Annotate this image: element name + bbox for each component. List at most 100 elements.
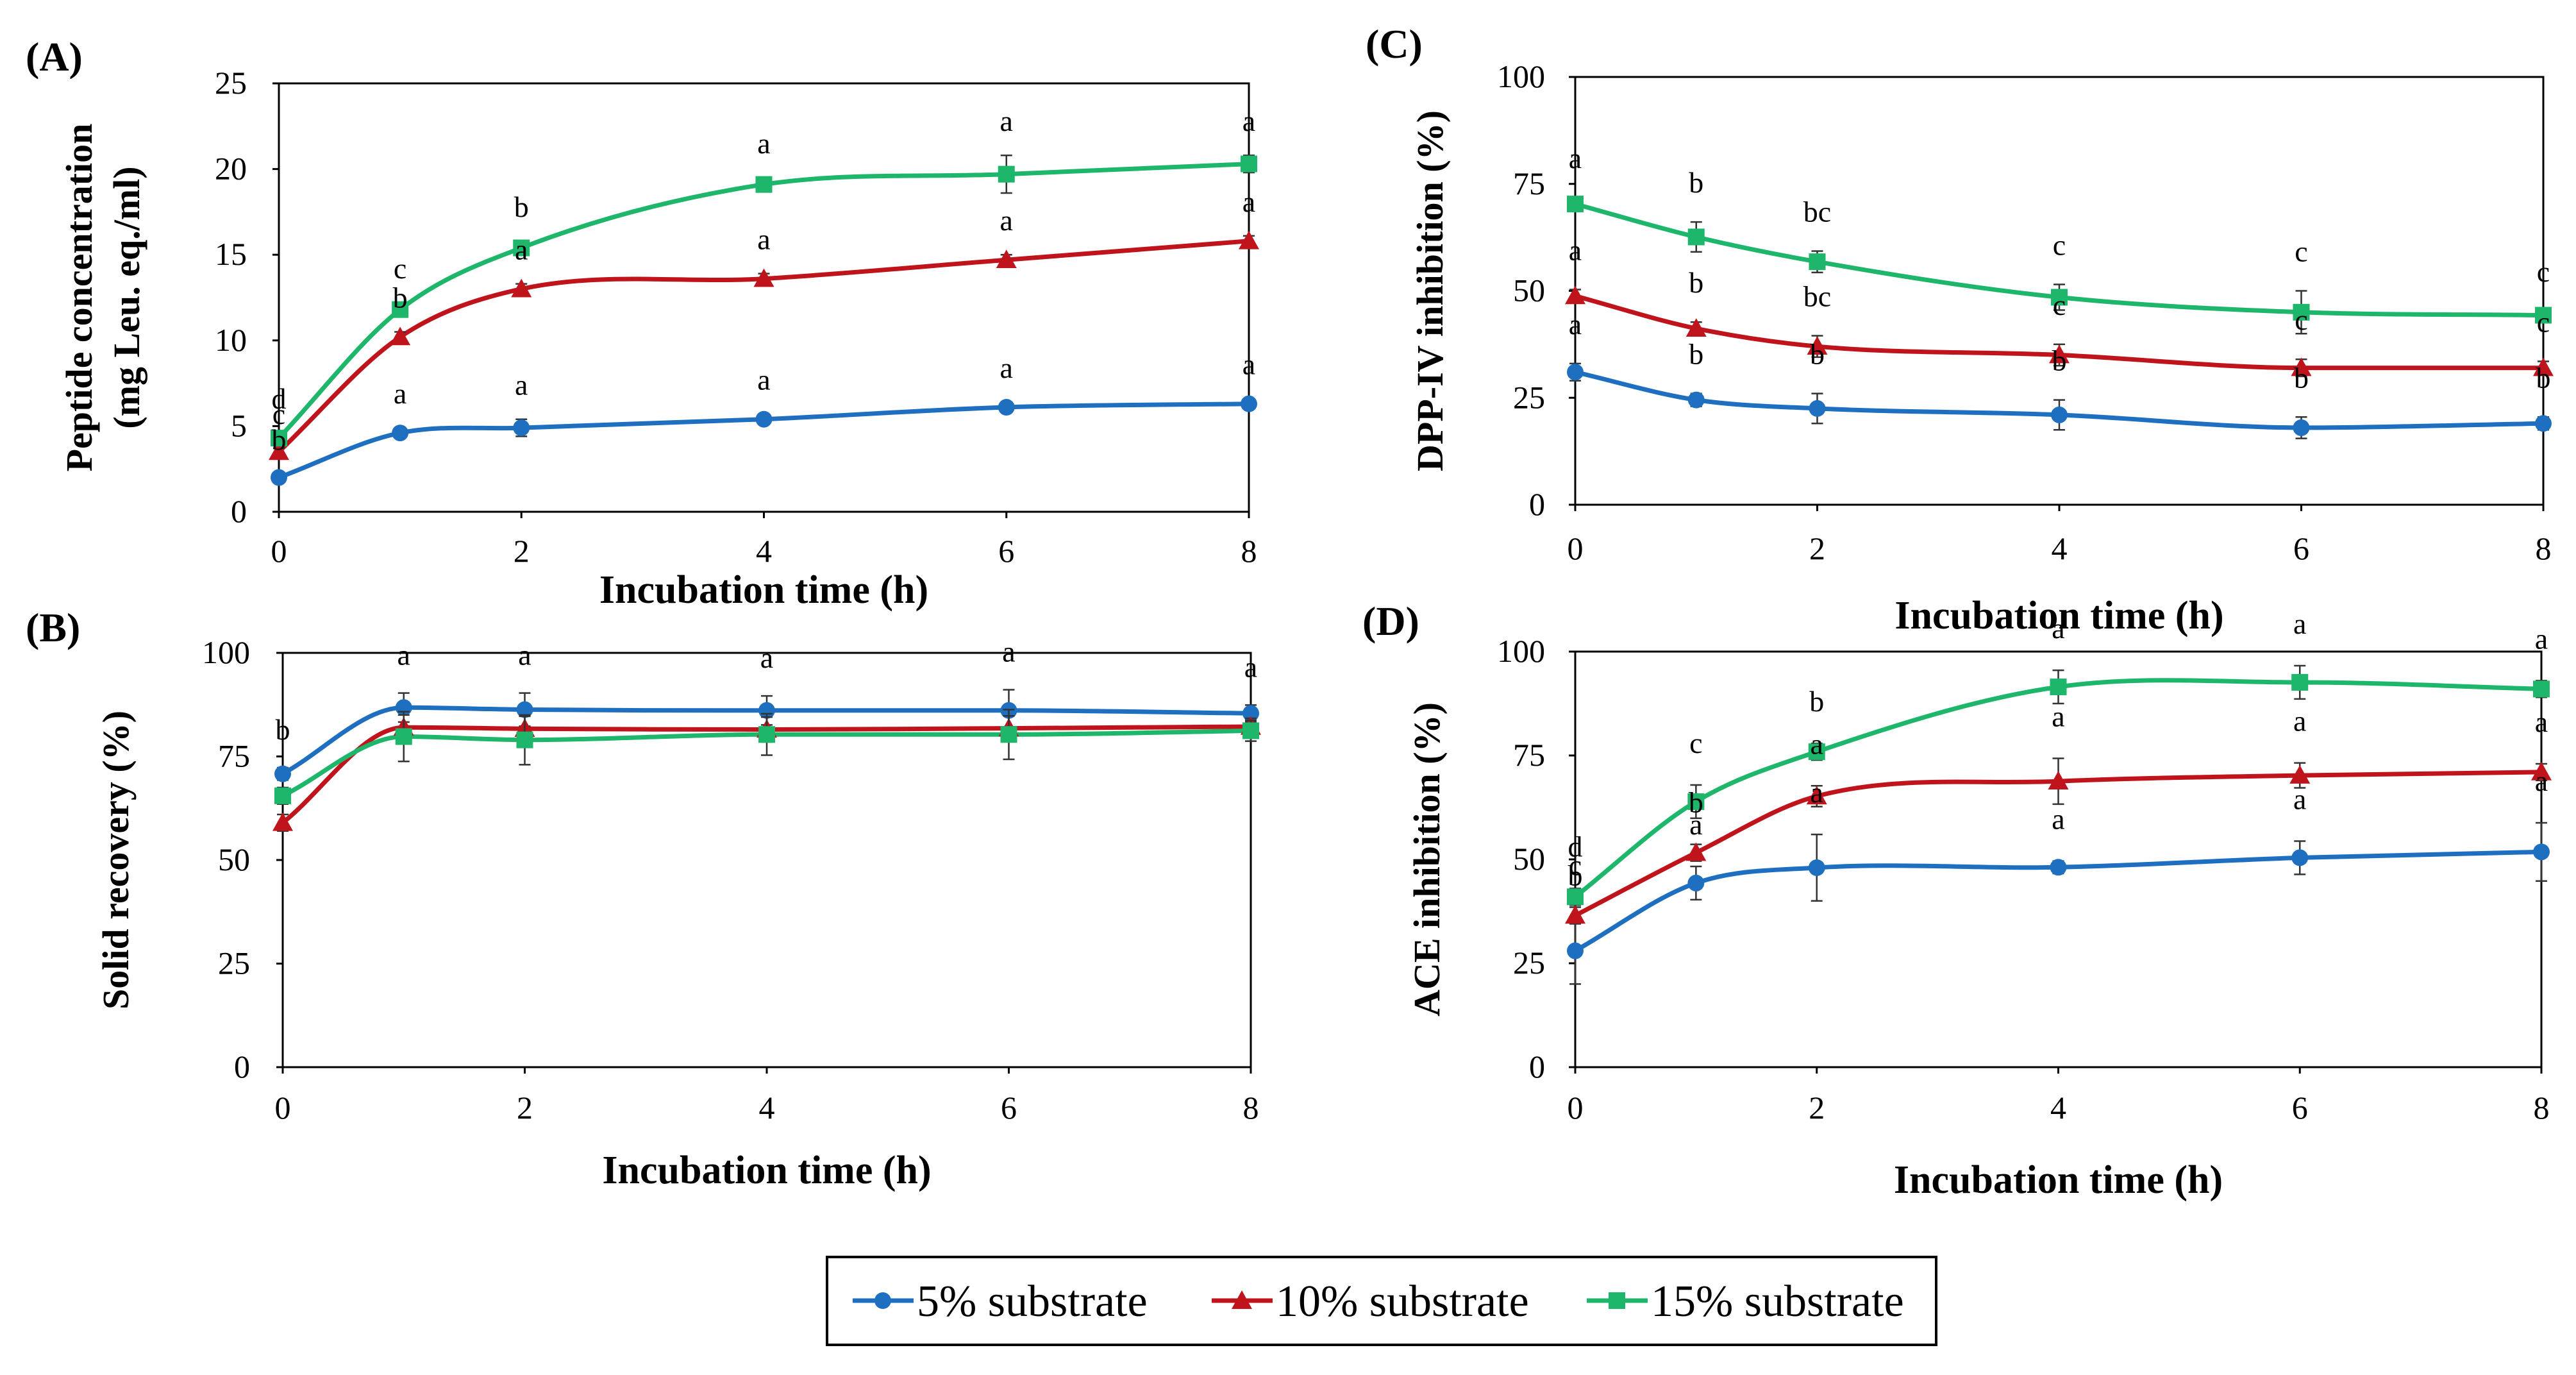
significance-label: b	[1809, 685, 1824, 718]
significance-label: a	[2052, 612, 2064, 645]
legend-item: 5% substrate	[853, 1277, 1148, 1326]
y-tick-label: 50	[1513, 841, 1545, 877]
data-point	[516, 701, 533, 718]
significance-label: bc	[1803, 280, 1831, 313]
x-tick-label: 4	[759, 1090, 775, 1126]
chart-panel: (C) 0 25 50 75 100 0 2 4 6 8 Incubation time (h) DPP…	[1366, 21, 2554, 637]
x-tick-label: 4	[2050, 1090, 2066, 1126]
data-point	[2291, 357, 2312, 376]
significance-label: b	[2052, 344, 2067, 377]
data-point	[392, 425, 409, 442]
data-point	[1809, 400, 1826, 417]
data-point	[2289, 765, 2311, 784]
x-tick-label: 2	[514, 533, 530, 569]
x-tick-label: 0	[275, 1090, 291, 1126]
y-tick-label: 25	[215, 65, 247, 101]
data-point	[2531, 761, 2552, 780]
significance-label: a	[1000, 204, 1013, 237]
data-point	[511, 278, 532, 298]
legend-marker	[1609, 1292, 1625, 1309]
significance-label: a	[1569, 142, 1582, 174]
data-point	[1808, 743, 1825, 761]
chart-panel: (D) 0 25 50 75 100 0 2 4 6 8 Incubation time (h) ACE…	[1362, 598, 2552, 1202]
panel-letter: (B)	[26, 605, 80, 650]
x-tick-label: 6	[2293, 530, 2309, 566]
legend-item: 10% substrate	[1212, 1277, 1529, 1326]
chart-panel: (B) 0 25 50 75 100 0 2 4 6 8 Incubation time (h) Sol…	[26, 605, 1261, 1192]
y-tick-label: 100	[1497, 58, 1545, 94]
significance-label: a	[757, 364, 770, 396]
significance-label: a	[2535, 764, 2548, 797]
x-tick-label: 2	[1809, 1090, 1825, 1126]
y-tick-label: 0	[1529, 1049, 1545, 1084]
y-tick-label: 20	[215, 151, 247, 187]
x-tick-label: 4	[2052, 530, 2068, 566]
series-line	[279, 162, 1249, 440]
data-point	[2050, 679, 2067, 696]
legend-label: 10% substrate	[1276, 1277, 1529, 1326]
significance-label: a	[2052, 803, 2064, 836]
significance-label: a	[2535, 622, 2548, 655]
y-tick-label: 10	[215, 322, 247, 358]
significance-label: a	[394, 377, 406, 410]
data-point	[2293, 419, 2310, 436]
significance-label: b	[514, 190, 529, 223]
significance-label: b	[1568, 859, 1583, 892]
data-point	[2048, 771, 2069, 789]
x-tick-label: 6	[2292, 1090, 2308, 1126]
significance-label: a	[1242, 348, 1255, 381]
data-point	[272, 812, 293, 831]
panel-letter: (D)	[1362, 598, 1419, 644]
y-tick-label: 100	[1497, 633, 1545, 669]
x-axis-label: Incubation time (h)	[599, 568, 928, 612]
data-point	[1567, 364, 1584, 381]
significance-label: a	[757, 223, 770, 256]
x-tick-label: 8	[1241, 533, 1257, 569]
data-point	[1806, 786, 1827, 805]
x-axis-label: Incubation time (h)	[1894, 1158, 2223, 1202]
x-axis-label: Incubation time (h)	[1894, 594, 2223, 637]
legend-marker	[1232, 1290, 1252, 1309]
data-point	[395, 728, 412, 745]
data-point	[271, 469, 287, 486]
data-point	[758, 702, 775, 719]
data-point	[755, 410, 773, 428]
data-point	[1567, 888, 1584, 906]
significance-label: a	[1569, 233, 1582, 266]
significance-label: a	[1811, 776, 1823, 809]
significance-label: b	[1689, 166, 1703, 199]
data-point	[2291, 849, 2309, 866]
significance-label: a	[515, 369, 528, 401]
data-point	[2049, 344, 2070, 364]
panel-letter: (C)	[1366, 21, 1423, 67]
x-axis-label: Incubation time (h)	[602, 1149, 931, 1192]
legend-marker	[874, 1292, 891, 1309]
significance-label: a	[1242, 105, 1255, 137]
y-tick-label: 5	[231, 407, 247, 443]
panel-letter: (A)	[26, 34, 83, 80]
x-tick-label: 2	[517, 1090, 533, 1126]
significance-label: a	[1569, 308, 1582, 341]
significance-label: b	[276, 713, 290, 746]
y-tick-label: 0	[1529, 486, 1545, 522]
data-point	[2293, 303, 2310, 321]
y-axis-label: Peptide concentration	[58, 124, 100, 472]
x-tick-label: 2	[1809, 530, 1825, 566]
data-point	[1567, 196, 1584, 213]
significance-label: a	[1000, 105, 1013, 137]
data-point	[271, 430, 287, 447]
significance-label: c	[2053, 228, 2066, 261]
legend-label: 5% substrate	[917, 1277, 1148, 1326]
significance-label: c	[2295, 303, 2307, 336]
data-point	[1687, 391, 1705, 409]
data-point	[392, 301, 409, 318]
significance-label: a	[518, 639, 531, 671]
data-point	[1242, 722, 1259, 739]
y-tick-label: 50	[1513, 273, 1545, 308]
x-tick-label: 6	[998, 533, 1014, 569]
data-point	[513, 419, 530, 437]
significance-label: a	[2535, 705, 2548, 738]
significance-label: c	[1689, 727, 1702, 759]
x-tick-label: 4	[756, 533, 772, 569]
